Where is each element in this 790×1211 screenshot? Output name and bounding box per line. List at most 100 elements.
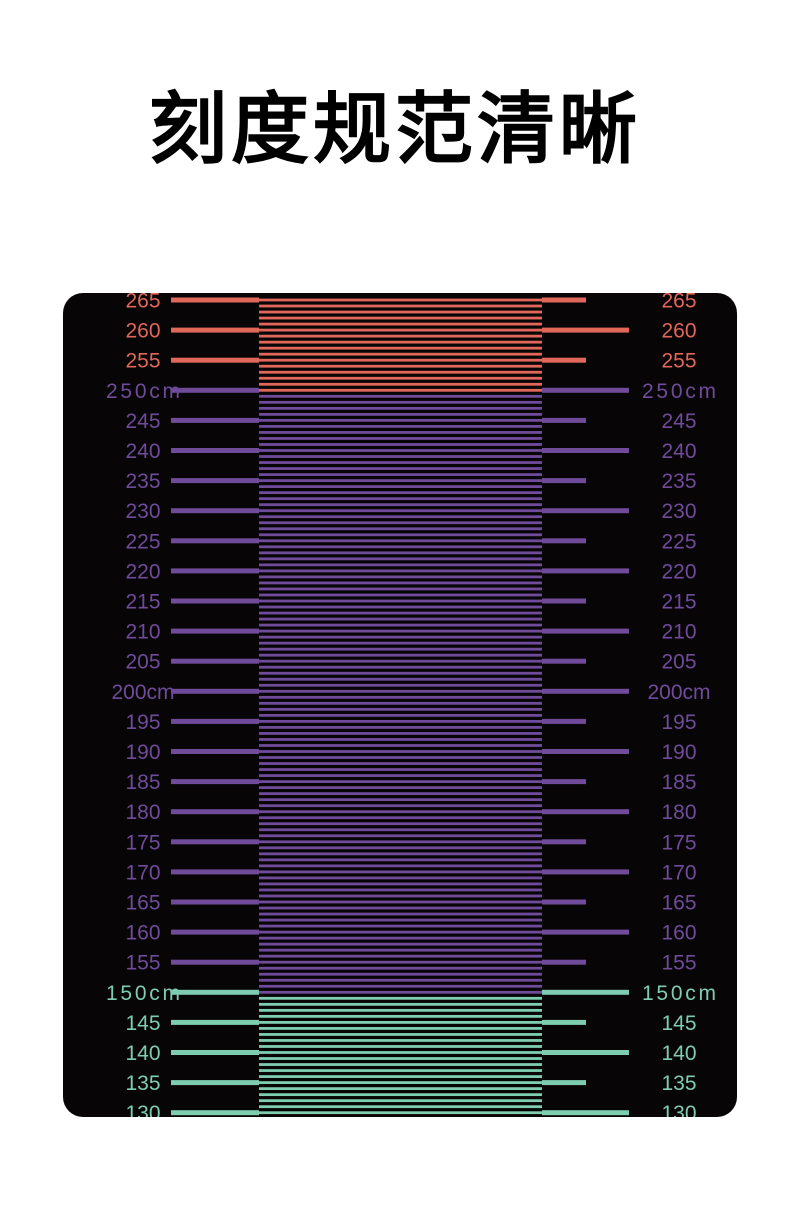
tick-label-left: 205 xyxy=(125,651,160,674)
tick-label-right: 145 xyxy=(661,1012,696,1035)
cm-graduation-line xyxy=(259,762,542,765)
cm-graduation-line xyxy=(259,930,542,934)
cm-graduation-line xyxy=(259,304,542,308)
cm-graduation-line xyxy=(259,1051,542,1054)
tick-mark-right xyxy=(542,628,629,634)
tick-label-right: 255 xyxy=(661,350,696,373)
tick-mark-left xyxy=(171,297,259,303)
cm-graduation-line xyxy=(259,888,542,892)
tick-mark-left xyxy=(171,989,259,995)
cm-graduation-line xyxy=(259,491,542,495)
tick-label-left: 210 xyxy=(125,621,160,644)
cm-graduation-line xyxy=(259,479,542,482)
cm-graduation-line xyxy=(259,497,542,501)
cm-graduation-line xyxy=(259,467,542,470)
tick-mark-right xyxy=(542,417,586,423)
tick-label-left: 220 xyxy=(125,560,160,583)
cm-graduation-line xyxy=(259,1069,542,1072)
cm-graduation-line xyxy=(259,695,542,699)
tick-mark-right xyxy=(542,688,629,694)
cm-graduation-line xyxy=(259,906,542,910)
tick-mark-right xyxy=(542,1110,629,1116)
tick-label-left: 230 xyxy=(125,500,160,523)
tick-mark-right xyxy=(542,478,586,484)
cm-graduation-line xyxy=(259,677,542,681)
tick-label-right: 150cm xyxy=(642,982,716,1005)
cm-graduation-line xyxy=(259,593,542,597)
tick-label-left: 175 xyxy=(125,831,160,854)
tick-mark-right xyxy=(542,538,586,544)
tick-label-left: 200cm xyxy=(111,681,174,704)
tick-label-right: 250cm xyxy=(642,380,716,403)
tick-mark-left xyxy=(171,478,259,484)
cm-graduation-line xyxy=(259,587,542,591)
cm-graduation-line xyxy=(259,792,542,796)
cm-graduation-line xyxy=(259,364,542,368)
cm-graduation-line xyxy=(259,780,542,783)
tick-mark-left xyxy=(171,628,259,634)
cm-graduation-line xyxy=(259,617,542,621)
tick-label-left: 185 xyxy=(125,771,160,794)
cm-graduation-line xyxy=(259,461,542,464)
tick-label-left: 225 xyxy=(125,530,160,553)
tick-mark-left xyxy=(171,779,259,785)
tick-label-left: 190 xyxy=(125,741,160,764)
cm-graduation-line xyxy=(259,840,542,844)
cm-graduation-line xyxy=(259,834,542,838)
cm-graduation-line xyxy=(259,960,542,964)
cm-graduation-line xyxy=(259,358,542,362)
cm-graduation-line xyxy=(259,376,542,380)
cm-graduation-line xyxy=(259,316,542,320)
tick-label-right: 130 xyxy=(661,1102,696,1117)
cm-graduation-line xyxy=(259,846,542,850)
tick-label-left: 260 xyxy=(125,320,160,343)
tick-mark-left xyxy=(171,538,259,544)
cm-graduation-line xyxy=(259,689,542,693)
tick-label-right: 135 xyxy=(661,1072,696,1095)
tick-label-left: 135 xyxy=(125,1072,160,1095)
cm-graduation-line xyxy=(259,581,542,585)
tick-mark-left xyxy=(171,1019,259,1025)
tick-mark-left xyxy=(171,598,259,604)
tick-label-right: 195 xyxy=(661,711,696,734)
tick-mark-left xyxy=(171,899,259,905)
tick-label-left: 240 xyxy=(125,440,160,463)
cm-graduation-line xyxy=(259,340,542,344)
tick-label-left: 265 xyxy=(125,293,160,313)
cm-graduation-line xyxy=(259,774,542,777)
cm-graduation-line xyxy=(259,713,542,717)
cm-graduation-line xyxy=(259,786,542,790)
tick-label-right: 265 xyxy=(661,293,696,313)
tick-label-left: 245 xyxy=(125,410,160,433)
cm-graduation-line xyxy=(259,641,542,645)
tick-mark-left xyxy=(171,688,259,694)
tick-mark-left xyxy=(171,959,259,965)
cm-graduation-line xyxy=(259,400,542,404)
cm-graduation-line xyxy=(259,996,542,1000)
cm-graduation-line xyxy=(259,768,542,771)
tick-mark-right xyxy=(542,899,586,905)
cm-graduation-line xyxy=(259,563,542,567)
tick-mark-right xyxy=(542,869,629,875)
tick-label-right: 240 xyxy=(661,440,696,463)
cm-graduation-line xyxy=(259,1099,542,1103)
cm-graduation-line xyxy=(259,1057,542,1060)
cm-graduation-line xyxy=(259,756,542,759)
tick-mark-left xyxy=(171,1080,259,1086)
cm-graduation-line xyxy=(259,419,542,422)
tick-mark-left xyxy=(171,508,259,514)
cm-graduation-line xyxy=(259,346,542,350)
cm-graduation-line xyxy=(259,1008,542,1012)
tick-label-left: 130 xyxy=(125,1102,160,1117)
cm-graduation-line xyxy=(259,659,542,663)
cm-graduation-line xyxy=(259,455,542,458)
cm-graduation-line xyxy=(259,509,542,513)
tick-mark-right xyxy=(542,779,586,785)
tick-label-right: 155 xyxy=(661,952,696,975)
cm-graduation-line xyxy=(259,310,542,314)
cm-graduation-line xyxy=(259,635,542,639)
tick-mark-right xyxy=(542,1080,586,1086)
cm-graduation-line xyxy=(259,394,542,398)
tick-mark-right xyxy=(542,1050,629,1055)
tick-mark-right xyxy=(542,508,629,514)
